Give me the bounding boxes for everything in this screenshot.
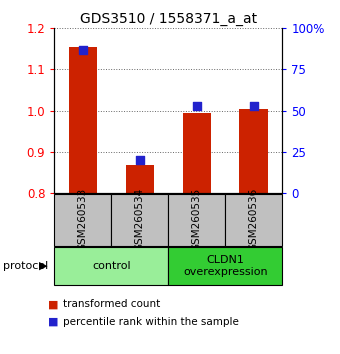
Text: control: control xyxy=(92,261,131,271)
Text: GSM260533: GSM260533 xyxy=(78,188,88,251)
Bar xyxy=(125,165,154,193)
Bar xyxy=(54,194,111,246)
Text: CLDN1
overexpression: CLDN1 overexpression xyxy=(183,255,268,277)
Text: percentile rank within the sample: percentile rank within the sample xyxy=(63,317,239,327)
Bar xyxy=(239,109,268,193)
Text: ■: ■ xyxy=(48,299,58,309)
Title: GDS3510 / 1558371_a_at: GDS3510 / 1558371_a_at xyxy=(80,12,257,26)
Bar xyxy=(69,47,97,193)
Point xyxy=(251,103,256,109)
Text: ▶: ▶ xyxy=(39,261,48,271)
Text: GSM260534: GSM260534 xyxy=(135,188,145,251)
Bar xyxy=(112,194,168,246)
Point xyxy=(194,103,200,109)
Text: GSM260536: GSM260536 xyxy=(249,188,259,251)
Point xyxy=(80,47,86,52)
Point xyxy=(137,157,142,163)
Text: ■: ■ xyxy=(48,317,58,327)
Bar xyxy=(183,113,211,193)
Text: protocol: protocol xyxy=(3,261,49,271)
Bar xyxy=(225,194,282,246)
Bar xyxy=(168,194,225,246)
Bar xyxy=(54,247,168,285)
Bar xyxy=(168,247,282,285)
Text: GSM260535: GSM260535 xyxy=(192,188,202,251)
Text: transformed count: transformed count xyxy=(63,299,160,309)
